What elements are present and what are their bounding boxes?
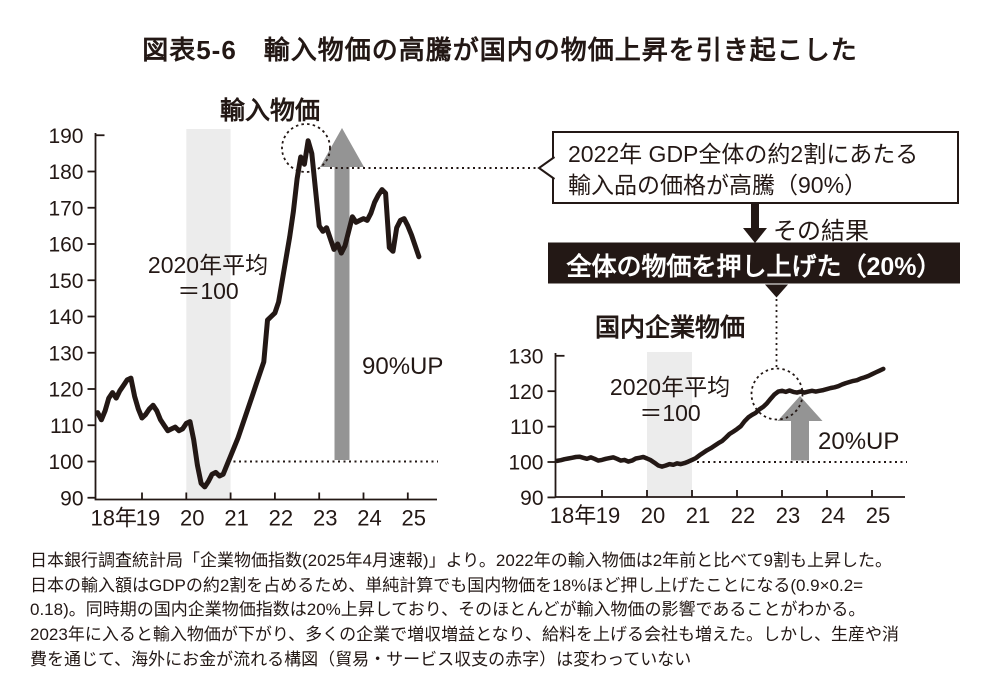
import-price-line: [95, 138, 422, 490]
y-tick-label: 100: [48, 451, 83, 474]
source-note-line: 日本銀行調査統計局「企業物価指数(2025年4月速報)」より。2022年の輸入物…: [30, 551, 892, 570]
domestic-up-label: 20%UP: [818, 428, 900, 455]
x-tick-label: 24: [821, 503, 845, 528]
x-tick-label: 20: [180, 506, 204, 531]
x-tick-label: 18年: [550, 503, 596, 528]
domestic-corporate-price-chart: 130 120 110 100 90 18年 19 20 21 22 23 24 25: [508, 345, 907, 528]
import-price-axes: [94, 133, 437, 501]
x-tick-label: 20: [641, 503, 665, 528]
x-tick-label: 18年: [90, 506, 136, 531]
y-tick-label: 190: [48, 125, 83, 148]
y-tick-label: 130: [48, 342, 83, 365]
x-tick-label: 19: [136, 506, 160, 531]
y-tick-label: 90: [60, 487, 83, 510]
domestic-chart-note: 2020年平均 ＝100: [600, 374, 740, 426]
callout-line1: 2022年 GDP全体の約2割にあたる: [568, 141, 919, 167]
y-tick-label: 180: [48, 161, 83, 184]
y-tick-label: 110: [510, 416, 543, 439]
y-tick-label: 110: [50, 415, 83, 438]
import-note-line2: ＝100: [177, 278, 239, 304]
source-note-line: 0.18)。同時期の国内企業物価指数は20%上昇しており、そのほとんどが輸入物価…: [30, 600, 866, 620]
x-tick-label: 25: [402, 506, 426, 531]
black-box-pointer: [765, 284, 788, 298]
import-chart-note: 2020年平均 ＝100: [138, 252, 278, 304]
callout-text: 2022年 GDP全体の約2割にあたる 輸入品の価格が高騰（90%）: [568, 139, 918, 201]
y-tick-label: 120: [48, 379, 83, 402]
black-statement-box: [548, 242, 960, 284]
x-tick-label: 24: [357, 506, 381, 531]
result-arrow-label: その結果: [773, 218, 869, 245]
x-tick-label: 22: [269, 506, 293, 531]
source-note: 日本銀行調査統計局「企業物価指数(2025年4月速報)」より。2022年の輸入物…: [30, 549, 982, 673]
import-up-label: 90%UP: [362, 353, 444, 380]
x-tick-label: 23: [313, 506, 337, 531]
figure-title: 図表5-6 輸入物価の高騰が国内の物価上昇を引き起こした: [142, 35, 858, 65]
domestic-corporate-price-highlight-band: [647, 352, 692, 497]
y-tick-label: 120: [508, 381, 543, 404]
domestic-up-arrow: [777, 396, 823, 461]
y-tick-label: 90: [520, 487, 543, 510]
domestic-peak-circle: [750, 367, 804, 421]
callout-box: [552, 131, 959, 204]
result-arrow-shaft: [751, 204, 759, 230]
domestic-note-line1: 2020年平均: [609, 374, 731, 400]
callout-tail: [539, 156, 555, 180]
import-chart-title: 輸入物価: [219, 97, 320, 125]
domestic-corporate-price-line: [554, 366, 886, 469]
y-tick-label: 160: [48, 234, 83, 257]
callout-tail-stroke: [537, 156, 556, 180]
annotation-overlay: [281, 123, 960, 421]
x-tick-label: 21: [224, 506, 248, 531]
y-tick-label: 100: [508, 452, 543, 475]
import-note-line1: 2020年平均: [147, 252, 269, 278]
y-tick-label: 140: [48, 306, 83, 329]
y-tick-label: 130: [508, 345, 543, 368]
x-tick-label: 25: [866, 503, 890, 528]
x-tick-label: 23: [776, 503, 800, 528]
y-tick-label: 170: [48, 197, 83, 220]
domestic-note-line2: ＝100: [639, 400, 701, 426]
source-note-line: 費を通じて、海外にお金が流れる構図（貿易・サービス収支の赤字）は変わっていない: [30, 649, 692, 669]
domestic-chart-title: 国内企業物価: [595, 314, 746, 342]
y-tick-label: 150: [48, 270, 83, 293]
import-up-arrow: [320, 128, 364, 460]
callout-line2: 輸入品の価格が高騰（90%）: [568, 172, 868, 198]
black-statement-label: 全体の物価を押し上げた（20%）: [566, 253, 942, 281]
x-tick-label: 21: [686, 503, 710, 528]
x-tick-label: 19: [596, 503, 620, 528]
result-arrow-head: [743, 228, 767, 243]
import-peak-circle: [281, 123, 331, 173]
x-tick-label: 22: [731, 503, 755, 528]
source-note-line: 2023年に入ると輸入物価が下がり、多くの企業で増収増益となり、給料を上げる会社…: [30, 625, 899, 645]
source-note-line: 日本の輸入額はGDPの約2割を占めるため、単純計算でも国内物価を18%ほど押し上…: [30, 575, 864, 595]
